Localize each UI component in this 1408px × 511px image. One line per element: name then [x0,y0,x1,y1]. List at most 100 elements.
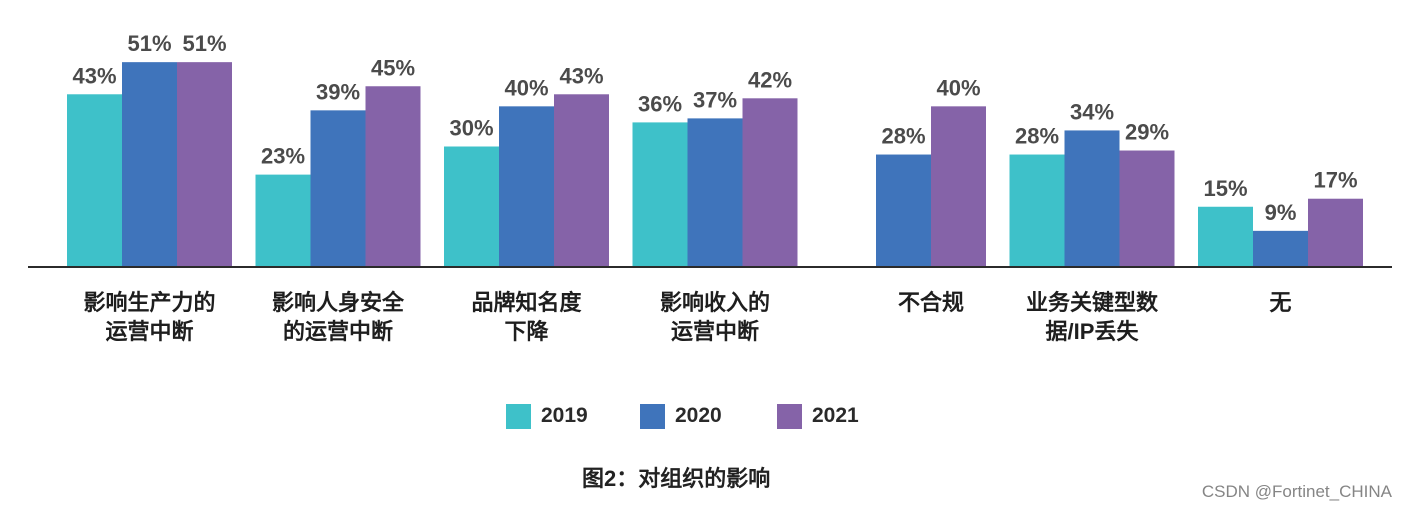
value-number: 51 [182,31,206,56]
legend-swatch [506,403,531,429]
value-label-2019-2: 30% [449,116,493,141]
value-label-2021-3: 42% [748,67,792,92]
bars-layer [67,62,1363,268]
bar-2021-2 [554,94,609,268]
category-label-5: 业务关键型数 据/IP丢失 [1025,290,1158,344]
value-label-2019-6: 15% [1203,176,1247,201]
category-label-2: 品牌知名度 下降 [471,290,582,344]
value-unit: % [395,55,415,80]
bar-2021-3 [742,98,798,267]
value-number: 28 [1015,124,1039,149]
value-number: 29 [1125,120,1149,145]
chart-caption: 图2：对组织的影响 [582,466,771,491]
value-label-2021-5: 29% [1125,120,1169,145]
value-unit: % [474,116,494,141]
value-label-2020-1: 39% [316,79,360,104]
value-unit: % [906,124,926,149]
value-label-2021-2: 43% [559,63,603,88]
bar-2021-0 [177,62,232,268]
legend-label: 2021 [812,404,859,427]
value-number: 39 [316,79,340,104]
bar-2019-6 [1198,206,1253,267]
value-unit: % [1228,176,1248,201]
legend-label: 2020 [675,404,722,427]
value-labels-layer: 43%51% 51%23%39%45%30%40% 43%36% 37%42%28%4… [72,31,1357,225]
bar-2021-5 [1119,150,1175,267]
value-number: 37 [693,87,717,112]
bar-2019-1 [255,174,311,267]
category-label-6: 无 [1269,290,1292,315]
bar-2021-6 [1308,198,1363,267]
value-number: 23 [261,144,285,169]
legend: 2019 2020 2021 [0,403,1408,429]
value-unit: % [97,63,117,88]
value-number: 30 [449,116,473,141]
value-unit: % [207,31,227,56]
bar-2019-3 [632,122,688,268]
value-unit: % [1149,120,1169,145]
bar-2020-3 [687,118,743,267]
value-unit: % [717,87,737,112]
value-number: 34 [1070,99,1095,124]
value-number: 45 [371,55,395,80]
value-number: 51 [127,31,151,56]
value-label-2019-3: 36% [638,91,682,116]
value-unit: % [1277,200,1297,225]
value-label-2019-5: 28% [1015,124,1059,149]
value-number: 40 [936,75,960,100]
value-label-2019-1: 23% [261,144,305,169]
value-label-2021-1: 45% [371,55,415,80]
value-unit: % [961,75,981,100]
value-label-2021-0: 51% [182,31,226,56]
category-label-3: 影响收入的 运营中断 [659,290,770,344]
legend-item-2019: 2019 [506,403,588,429]
value-unit: % [340,79,360,104]
value-label-2020-6: 9% [1265,200,1297,225]
value-unit: % [152,31,172,56]
legend-swatch [777,403,802,429]
bar-2020-1 [310,110,366,267]
value-label-2021-6: 17% [1313,168,1357,193]
value-label-2021-4: 40% [936,75,980,100]
value-number: 36 [638,91,662,116]
value-unit: % [1039,124,1059,149]
value-number: 43 [559,63,583,88]
value-unit: % [772,67,792,92]
bar-2020-6 [1253,230,1308,267]
value-label-2020-2: 40% [504,75,548,100]
bar-2020-0 [122,62,177,268]
value-label-2020-3: 37% [693,87,737,112]
category-label-4: 不合规 [897,290,964,315]
legend-swatch [640,403,665,429]
bar-2020-5 [1064,130,1120,267]
value-number: 9 [1265,200,1277,225]
bar-2020-2 [499,106,554,267]
value-number: 15 [1203,176,1227,201]
legend-label: 2019 [541,404,588,427]
value-label-2020-4: 28% [881,124,925,149]
value-label-2020-5: 34% [1070,99,1114,124]
bar-2021-1 [365,86,421,267]
bar-2021-4 [931,106,986,267]
value-unit: % [584,63,604,88]
bar-2019-0 [67,94,122,268]
category-label-0: 影响生产力的 运营中断 [83,290,216,344]
bar-2019-5 [1009,154,1065,267]
value-unit: % [662,91,682,116]
value-label-2019-0: 43% [72,63,116,88]
value-unit: % [1338,168,1358,193]
value-number: 42 [748,67,772,92]
bar-2020-4 [876,154,931,267]
value-number: 40 [504,75,528,100]
watermark: CSDN @Fortinet_CHINA [1201,482,1392,501]
category-label-1: 影响人身安全 的运营中断 [271,290,404,344]
value-unit: % [1094,99,1114,124]
bar-2019-2 [444,146,499,267]
value-number: 28 [881,124,905,149]
value-unit: % [285,144,305,169]
value-number: 43 [72,63,96,88]
value-number: 17 [1313,168,1337,193]
legend-item-2021: 2021 [777,403,859,429]
legend-item-2020: 2020 [640,403,722,429]
